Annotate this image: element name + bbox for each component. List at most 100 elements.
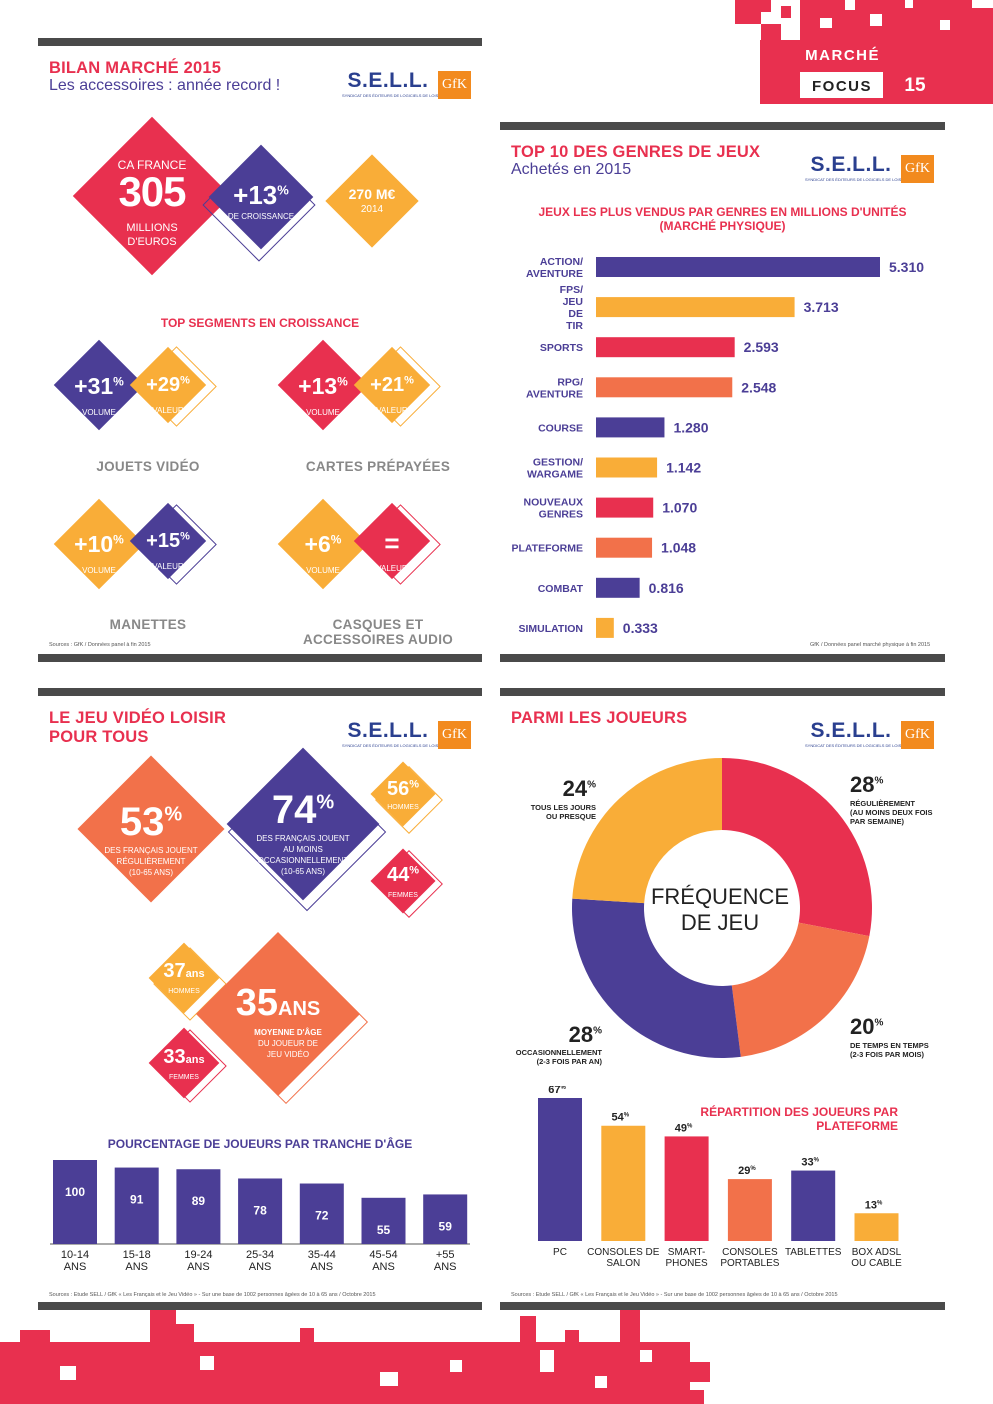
age-bar <box>299 1183 344 1244</box>
header-decoration <box>735 0 993 104</box>
age-men-value: 37ans <box>163 960 205 982</box>
age-category-label: 15-18 <box>123 1249 151 1261</box>
sell-gfk-logo: S.E.L.L. SYNDICAT DES ÉDITEURS DE LOGICIE… <box>342 719 474 750</box>
genre-category-label: GENRES <box>539 509 583 521</box>
genre-value-label: 0.333 <box>623 620 658 636</box>
ca-unit2: D'EUROS <box>127 236 177 248</box>
platform-value-label: 54% <box>612 1112 630 1124</box>
genre-bar <box>596 537 653 558</box>
genre-category-label: GESTION/ <box>533 457 583 469</box>
ca-value: 305 <box>118 168 186 215</box>
panel-top-genres: TOP 10 DES GENRES DE JEUX Achetés en 201… <box>500 122 945 662</box>
sell-logo: S.E.L.L. <box>810 153 892 176</box>
platform-bar <box>538 1098 582 1241</box>
genre-bar <box>596 497 654 518</box>
growth-value: +13% <box>233 180 289 210</box>
label-28a-value: 28% <box>850 772 884 797</box>
genre-category-label: PLATEFORME <box>511 543 583 555</box>
platform-category-label: PORTABLES <box>720 1258 779 1269</box>
genre-category-label: RPG/ <box>557 376 583 388</box>
panel2-subtitle: Achetés en 2015 <box>511 161 632 178</box>
genre-category-label: SPORTS <box>540 342 583 354</box>
age-category-label: +55 <box>436 1249 455 1261</box>
seg3-vol: +10% <box>74 531 124 557</box>
age-category-label: 25-34 <box>246 1249 274 1261</box>
genre-bar <box>596 337 735 358</box>
platform-bar <box>601 1125 646 1241</box>
platform-value-label: 13% <box>865 1199 883 1211</box>
seg1-val: +29% <box>146 374 190 396</box>
seg2-name: CARTES PRÉPAYÉES <box>305 459 451 474</box>
genre-value-label: 5.310 <box>889 259 924 275</box>
sell-logo: S.E.L.L. <box>347 719 429 742</box>
genre-bar <box>596 577 640 598</box>
label-24-value: 24% <box>562 776 596 801</box>
genres-chart-title: JEUX LES PLUS VENDUS PAR GENRES EN MILLI… <box>538 205 907 219</box>
panel1-title: BILAN MARCHÉ 2015 <box>49 59 222 77</box>
age-category-label: 19-24 <box>184 1249 212 1261</box>
seg2-vol: +13% <box>298 373 348 399</box>
age-value-label: 55 <box>377 1223 391 1237</box>
genre-bar <box>596 457 658 478</box>
label-20-value: 20% <box>850 1014 884 1039</box>
age-bar <box>176 1169 221 1244</box>
platform-value-label: 67% <box>548 1086 566 1096</box>
donut-slice <box>572 758 722 904</box>
age-bar <box>114 1167 159 1244</box>
panel-bilan-marche: BILAN MARCHÉ 2015 Les accessoires : anné… <box>38 38 482 662</box>
panel3-title2: POUR TOUS <box>49 728 149 746</box>
age-category-label: 35-44 <box>308 1249 336 1261</box>
genres-chart-subtitle: (MARCHÉ PHYSIQUE) <box>659 219 786 233</box>
men-value: 56% <box>386 778 420 800</box>
platform-category-label: CONSOLES <box>722 1247 778 1258</box>
genre-value-label: 1.070 <box>662 500 697 516</box>
platform-category-label: BOX ADSL <box>852 1247 902 1258</box>
donut-slice <box>731 922 870 1057</box>
age-category-label: ANS <box>125 1261 148 1273</box>
genre-category-label: COURSE <box>538 422 583 434</box>
genre-bar <box>596 417 665 438</box>
genre-category-label: AVENTURE <box>526 388 583 400</box>
platform-category-label: PHONES <box>665 1258 708 1269</box>
age-category-label: ANS <box>64 1261 87 1273</box>
platform-bar <box>854 1213 899 1241</box>
ca-unit1: MILLIONS <box>126 222 178 234</box>
genre-category-label: JEU <box>563 296 583 308</box>
panel4-title: PARMI LES JOUEURS <box>511 709 688 727</box>
age-bar <box>53 1160 97 1244</box>
age-bar <box>238 1178 283 1244</box>
sell-gfk-logo: S.E.L.L. SYNDICAT DES ÉDITEURS DE LOGICIE… <box>805 153 937 184</box>
age-bar <box>423 1194 468 1244</box>
sell-gfk-logo: S.E.L.L. SYNDICAT DES ÉDITEURS DE LOGICIE… <box>805 719 937 750</box>
panel3-source: Sources : Etude SELL / GfK « Les Françai… <box>49 1292 376 1298</box>
prev-year: 2014 <box>360 204 384 215</box>
label-28b-value: 28% <box>568 1022 602 1047</box>
age-value-label: 78 <box>253 1203 267 1217</box>
age-chart-title: POURCENTAGE DE JOUEURS PAR TRANCHE D'ÂGE <box>107 1137 413 1151</box>
platform-category-label: OU CABLE <box>851 1258 902 1269</box>
platform-category-label: SMART- <box>668 1247 706 1258</box>
genre-bar <box>596 297 795 318</box>
seg4-vol: +6% <box>304 531 342 557</box>
platform-chart-title: RÉPARTITION DES JOUEURS PAR PLATEFORME <box>700 1105 898 1133</box>
top-segments-title: TOP SEGMENTS EN CROISSANCE <box>160 316 360 330</box>
donut-slice <box>572 898 741 1058</box>
platform-bar <box>664 1136 709 1241</box>
panel1-source: Sources : GfK / Données panel à fin 2015 <box>49 642 151 648</box>
panel3-title1: LE JEU VIDÉO LOISIR <box>49 709 227 727</box>
genre-category-label: COMBAT <box>538 583 584 595</box>
seg4-name1: CASQUES ET <box>332 617 424 632</box>
genre-value-label: 2.593 <box>744 339 779 355</box>
women-value: 44% <box>386 864 420 886</box>
genre-value-label: 1.280 <box>673 419 708 435</box>
gfk-logo: GfK <box>438 721 471 749</box>
donut-slice <box>722 758 872 937</box>
panel-parmi-joueurs: PARMI LES JOUEURS S.E.L.L. SYNDICAT DES É… <box>500 688 945 1310</box>
age-value-label: 59 <box>439 1219 453 1233</box>
seg4-name2: ACCESSOIRES AUDIO <box>302 632 454 647</box>
genre-category-label: AVENTURE <box>526 268 583 280</box>
seg1-vol: +31% <box>74 373 124 399</box>
platform-bar <box>791 1170 836 1241</box>
age-category-label: ANS <box>434 1261 457 1273</box>
